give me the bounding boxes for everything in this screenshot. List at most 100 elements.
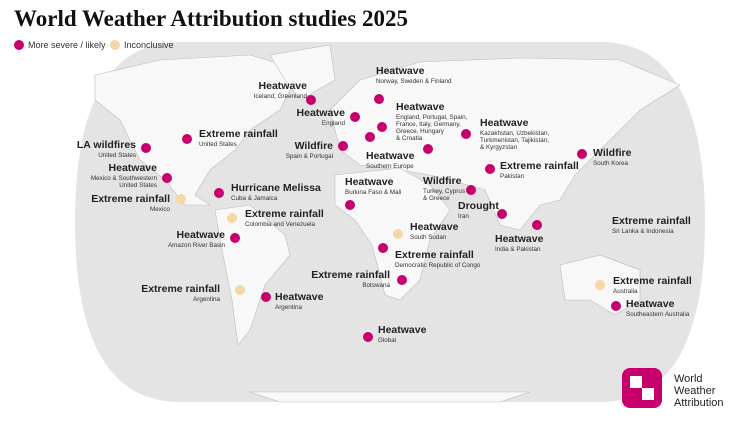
event-title: Wildfire bbox=[423, 175, 462, 187]
event-title: Drought bbox=[458, 200, 499, 212]
event-title: Heatwave bbox=[275, 291, 324, 303]
event-subtitle: Argentina bbox=[275, 304, 302, 311]
event-title: Extreme rainfall bbox=[500, 160, 579, 172]
event-dot bbox=[611, 301, 621, 311]
event-dot bbox=[378, 243, 388, 253]
event-subtitle: Argentina bbox=[193, 296, 220, 303]
event-dot bbox=[345, 200, 355, 210]
event-dot bbox=[485, 164, 495, 174]
event-dot bbox=[365, 132, 375, 142]
event-subtitle: & Greece bbox=[423, 195, 450, 202]
event-subtitle: United States bbox=[119, 182, 157, 189]
event-subtitle: Botswana bbox=[362, 282, 390, 289]
event-subtitle: United States bbox=[98, 152, 136, 159]
event-dot bbox=[374, 94, 384, 104]
event-title: Heatwave bbox=[177, 229, 226, 241]
event-title: LA wildfires bbox=[77, 139, 136, 151]
event-dot bbox=[363, 332, 373, 342]
event-subtitle: Spain & Portugal bbox=[286, 153, 333, 160]
event-subtitle: United States bbox=[199, 141, 237, 148]
event-title: Extreme rainfall bbox=[311, 269, 390, 281]
event-subtitle: Colombia and Venezuela bbox=[245, 221, 316, 228]
continents bbox=[94, 44, 681, 403]
event-subtitle: Pakistan bbox=[500, 173, 525, 180]
event-dot bbox=[397, 275, 407, 285]
event-subtitle: Mexico bbox=[150, 206, 170, 213]
event-dot bbox=[182, 134, 192, 144]
event-title: Extreme rainfall bbox=[245, 208, 324, 220]
logo-icon bbox=[622, 368, 662, 408]
legend-dot bbox=[14, 40, 24, 50]
event-title: Heatwave bbox=[366, 150, 415, 162]
event-dot bbox=[461, 129, 471, 139]
event-subtitle: Norway, Sweden & Finland bbox=[376, 78, 452, 85]
event-subtitle: Sri Lanka & Indonesia bbox=[612, 228, 674, 235]
event-dot bbox=[338, 141, 348, 151]
legend-dot bbox=[110, 40, 120, 50]
event-title: Extreme rainfall bbox=[612, 215, 691, 227]
event-subtitle: Amazon River Basin bbox=[168, 242, 226, 249]
event-subtitle: & Kyrgyzstan bbox=[480, 144, 518, 151]
event-subtitle: France, Italy, Germany, bbox=[396, 121, 461, 128]
event-title: Heatwave bbox=[396, 101, 445, 113]
event-title: Extreme rainfall bbox=[141, 283, 220, 295]
event-subtitle: Iran bbox=[458, 213, 469, 220]
event-subtitle: Southeastern Australia bbox=[626, 311, 690, 318]
event-dot bbox=[261, 292, 271, 302]
title: World Weather Attribution studies 2025 bbox=[14, 6, 408, 31]
event-dot bbox=[350, 112, 360, 122]
event-title: Extreme rainfall bbox=[613, 275, 692, 287]
event-dot bbox=[466, 185, 476, 195]
event-subtitle: Kazakhstan, Uzbekistan, bbox=[480, 130, 550, 137]
legend-label: Inconclusive bbox=[124, 40, 174, 50]
event-title: Heatwave bbox=[345, 176, 394, 188]
event-subtitle: Cuba & Jamaica bbox=[231, 195, 278, 202]
event-title: Extreme rainfall bbox=[91, 193, 170, 205]
event-dot bbox=[141, 143, 151, 153]
event-title: Heatwave bbox=[410, 221, 459, 233]
event-title: Heatwave bbox=[109, 162, 158, 174]
logo-text: Weather bbox=[674, 385, 716, 397]
event-subtitle: Mexico & Southwestern bbox=[91, 175, 158, 182]
event-subtitle: Southern Europe bbox=[366, 163, 414, 170]
event-subtitle: Greece, Hungary bbox=[396, 128, 445, 135]
event-title: Wildfire bbox=[593, 147, 632, 159]
event-title: Heatwave bbox=[259, 80, 308, 92]
event-title: Heatwave bbox=[626, 298, 675, 310]
event-title: Wildfire bbox=[295, 140, 334, 152]
event-dot bbox=[176, 194, 186, 204]
event-dot bbox=[497, 209, 507, 219]
event-subtitle: India & Pakistan bbox=[495, 246, 541, 253]
event-title: Heatwave bbox=[297, 107, 346, 119]
event-subtitle: Turkmenistan, Tajikistan, bbox=[480, 137, 549, 144]
event-subtitle: South Korea bbox=[593, 160, 629, 167]
event-subtitle: Democratic Republic of Congo bbox=[395, 262, 481, 269]
event-title: Extreme rainfall bbox=[199, 128, 278, 140]
event-title: Hurricane Melissa bbox=[231, 182, 321, 194]
event-dot bbox=[595, 280, 605, 290]
legend-label: More severe / likely bbox=[28, 40, 106, 50]
event-dot bbox=[423, 144, 433, 154]
event-title: Heatwave bbox=[376, 65, 425, 77]
event-dot bbox=[235, 285, 245, 295]
event-title: Heatwave bbox=[378, 324, 427, 336]
event-dot bbox=[306, 95, 316, 105]
event-title: Heatwave bbox=[480, 117, 529, 129]
event-dot bbox=[230, 233, 240, 243]
event-subtitle: Iceland, Greenland bbox=[254, 93, 308, 100]
event-subtitle: England, Portugal, Spain, bbox=[396, 114, 468, 121]
event-subtitle: Australia bbox=[613, 288, 638, 295]
event-dot bbox=[577, 149, 587, 159]
event-subtitle: Burkina Faso & Mali bbox=[345, 189, 401, 196]
event-subtitle: Global bbox=[378, 337, 396, 344]
event-subtitle: England bbox=[322, 120, 346, 127]
event-title: Extreme rainfall bbox=[395, 249, 474, 261]
logo-text: Attribution bbox=[674, 397, 724, 409]
event-subtitle: South Sudan bbox=[410, 234, 447, 241]
event-dot bbox=[214, 188, 224, 198]
event-dot bbox=[532, 220, 542, 230]
logo-text: World bbox=[674, 373, 703, 385]
event-subtitle: Turkey, Cyprus bbox=[423, 188, 465, 195]
event-subtitle: & Croatia bbox=[396, 135, 423, 142]
